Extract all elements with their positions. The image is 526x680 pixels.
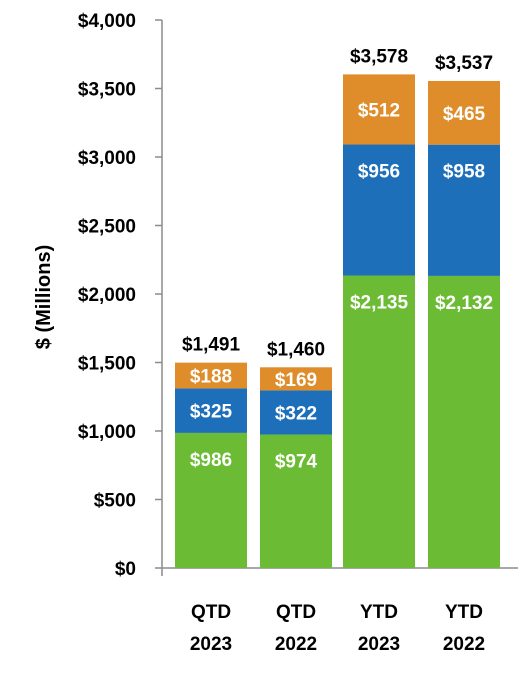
bar-segment [175, 388, 247, 433]
segment-value-label: $956 [358, 162, 400, 183]
bar-segment [260, 390, 332, 435]
bar-total-label: $1,460 [267, 339, 325, 360]
axes: $0 $500 $1,000 $1,500 $2,000 $2,500 $3,000 $3,5… [33, 11, 518, 580]
bar-total-label: $3,578 [350, 46, 408, 67]
y-tick-label: $1,000 [78, 422, 136, 443]
y-tick-label: $500 [94, 491, 136, 512]
y-axis-title: $ (Millions) [33, 245, 55, 349]
x-category-label: 2022 [443, 634, 485, 655]
bar-segment [260, 367, 332, 391]
bar-segment [428, 275, 500, 568]
x-category-label: 2023 [190, 634, 232, 655]
y-tick-label: $3,000 [78, 148, 136, 169]
bar-segment [343, 144, 415, 276]
y-tick-label: $2,000 [78, 285, 136, 306]
bar-segment [428, 144, 500, 276]
y-tick-label: $4,000 [78, 11, 136, 32]
segment-value-label: $2,135 [350, 293, 409, 314]
x-category-label: QTD [191, 602, 231, 623]
y-tick-label: $0 [115, 559, 136, 580]
x-category-label: 2022 [275, 634, 317, 655]
bars [175, 74, 500, 568]
bar-segment [343, 74, 415, 145]
segment-value-label: $322 [275, 404, 317, 425]
segment-value-label: $958 [443, 162, 485, 183]
y-tick-label: $2,500 [78, 217, 136, 238]
x-category-label: YTD [360, 602, 398, 623]
bar-total-label: $3,537 [435, 53, 493, 74]
segment-value-label: $512 [358, 100, 400, 121]
labels: $986 $325 $188 $1,491 QTD 2023 $974 $322 $169 $1,… [182, 46, 493, 655]
bar-segment [175, 432, 247, 568]
bar-segment [175, 362, 247, 389]
bar-total-label: $1,491 [182, 335, 241, 356]
bar-segment [260, 434, 332, 568]
segment-value-label: $2,132 [435, 293, 493, 314]
segment-value-label: $465 [443, 104, 486, 125]
y-tick-label: $3,500 [78, 80, 136, 101]
y-tick-label: $1,500 [78, 354, 136, 375]
bar-segment [428, 80, 500, 145]
segment-value-label: $169 [275, 370, 317, 391]
bar-segment [343, 275, 415, 568]
segment-value-label: $974 [275, 452, 318, 473]
x-category-label: QTD [276, 602, 316, 623]
segment-value-label: $325 [190, 402, 233, 423]
segment-value-label: $188 [190, 367, 232, 388]
x-category-label: 2023 [358, 634, 400, 655]
segment-value-label: $986 [190, 450, 232, 471]
x-category-label: YTD [445, 602, 483, 623]
